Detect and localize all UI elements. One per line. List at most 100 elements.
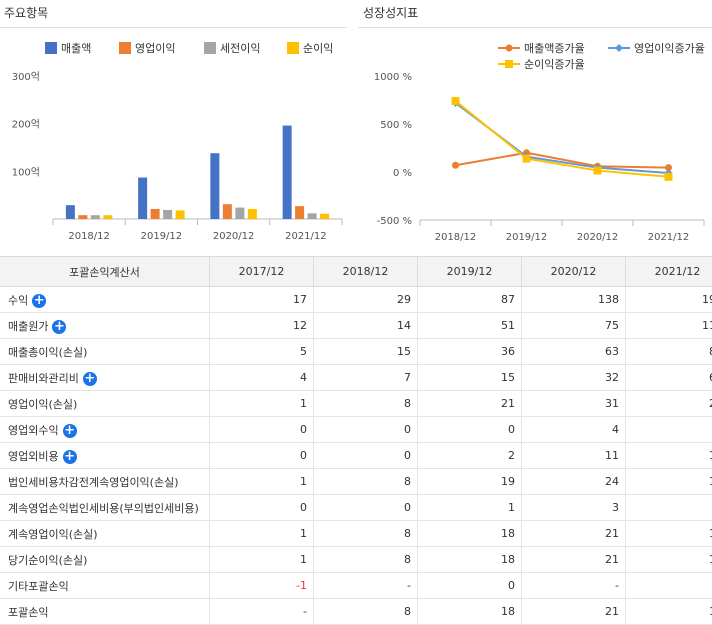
row-label-text: 판매비와관리비 [8, 372, 79, 385]
table-cell: 15 [418, 365, 522, 391]
table-cell: 27 [626, 391, 712, 417]
table-cell: 18 [418, 521, 522, 547]
table-cell: 60 [626, 365, 712, 391]
bar-매출액 [138, 178, 147, 219]
bar-순이익 [103, 215, 112, 219]
table-cell: 1 [210, 391, 314, 417]
x-tick-label: 2020/12 [577, 232, 619, 243]
bar-세전이익 [91, 215, 100, 219]
table-cell: 8 [314, 469, 418, 495]
table-cell: 11 [626, 547, 712, 573]
table-cell: 1 [210, 469, 314, 495]
table-cell: 18 [418, 599, 522, 625]
table-cell: - [626, 573, 712, 599]
legend-label: 영업이익증가율 [634, 42, 705, 55]
series-line-순이익증가율 [456, 101, 669, 177]
table-header-year: 2019/12 [418, 257, 522, 287]
table-cell: 29 [314, 287, 418, 313]
expand-plus-icon[interactable]: + [63, 424, 77, 438]
table-cell: 0 [314, 495, 418, 521]
table-cell: 0 [314, 417, 418, 443]
bar-순이익 [248, 209, 257, 219]
table-cell: 138 [522, 287, 626, 313]
legend-label: 순이익증가율 [524, 58, 585, 71]
legend-swatch [204, 42, 216, 54]
table-cell: 4 [522, 417, 626, 443]
point-순이익증가율 [594, 167, 602, 175]
table-cell: 87 [418, 287, 522, 313]
table-cell: 31 [522, 391, 626, 417]
point-순이익증가율 [452, 97, 460, 105]
table-cell: 21 [522, 599, 626, 625]
main-items-title: 주요항목 [4, 4, 48, 21]
bar-영업이익 [151, 209, 160, 219]
table-row: 영업이익(손실) 18213127 [0, 391, 712, 417]
table-cell: 8 [314, 521, 418, 547]
table-cell: - [314, 573, 418, 599]
legend-label: 매출액 [61, 42, 91, 55]
expand-plus-icon[interactable]: + [83, 372, 97, 386]
table-cell: 3 [522, 495, 626, 521]
table-row: 영업외비용+0021116 [0, 443, 712, 469]
legend-marker [506, 45, 513, 52]
table-cell: 110 [626, 313, 712, 339]
x-tick-label: 2019/12 [141, 231, 183, 242]
table-cell: 7 [314, 365, 418, 391]
point-순이익증가율 [665, 173, 673, 181]
row-label-text: 매출원가 [8, 320, 48, 333]
series-line-영업이익증가율 [456, 103, 669, 173]
expand-plus-icon[interactable]: + [32, 294, 46, 308]
table-cell: 24 [522, 469, 626, 495]
y-tick-label: 1000 % [374, 72, 412, 83]
table-cell: 8 [314, 547, 418, 573]
legend-marker [615, 44, 623, 52]
table-cell: 16 [626, 443, 712, 469]
row-label-text: 법인세비용차감전계속영업이익(손실) [8, 476, 179, 489]
x-tick-label: 2018/12 [435, 232, 477, 243]
row-label-text: 계속영업손익법인세비용(부의법인세비용) [8, 502, 199, 515]
row-label: 법인세비용차감전계속영업이익(손실) [0, 469, 210, 495]
table-row: 법인세비용차감전계속영업이익(손실)18192412 [0, 469, 712, 495]
x-tick-label: 2018/12 [68, 231, 110, 242]
table-cell: 8 [314, 391, 418, 417]
table-cell: 2 [418, 443, 522, 469]
table-cell: 0 [418, 573, 522, 599]
y-tick-label: 200억 [12, 119, 40, 131]
row-label-text: 영업이익(손실) [8, 398, 77, 411]
table-cell: 21 [418, 391, 522, 417]
table-cell: 196 [626, 287, 712, 313]
row-label-text: 기타포괄손익 [8, 580, 69, 593]
row-label: 포괄손익 [0, 599, 210, 625]
legend-label: 세전이익 [220, 42, 260, 55]
bar-영업이익 [223, 204, 232, 219]
table-cell: 21 [522, 547, 626, 573]
legend-swatch [119, 42, 131, 54]
legend-label: 영업이익 [135, 42, 175, 55]
table-cell: 18 [418, 547, 522, 573]
table-header-year: 2018/12 [314, 257, 418, 287]
table-cell: - [210, 599, 314, 625]
table-cell: 1 [418, 495, 522, 521]
table-cell: 11 [626, 521, 712, 547]
bar-매출액 [66, 205, 75, 219]
row-label: 영업외비용+ [0, 443, 210, 469]
row-label-text: 수익 [8, 294, 28, 307]
point-매출액증가율 [452, 162, 459, 169]
table-cell: 12 [626, 469, 712, 495]
legend-swatch [287, 42, 299, 54]
table-header-year: 2021/12 [626, 257, 712, 287]
table-row: 수익+172987138196 [0, 287, 712, 313]
growth-indicators-title: 성장성지표 [363, 4, 418, 21]
expand-plus-icon[interactable]: + [52, 320, 66, 334]
row-label-text: 포괄손익 [8, 606, 48, 619]
table-row: 기타포괄손익-1-0-- [0, 573, 712, 599]
expand-plus-icon[interactable]: + [63, 450, 77, 464]
row-label: 계속영업이익(손실) [0, 521, 210, 547]
table-row: 매출총이익(손실)515366387 [0, 339, 712, 365]
legend-swatch [45, 42, 57, 54]
table-cell: 1 [626, 417, 712, 443]
row-label: 매출총이익(손실) [0, 339, 210, 365]
